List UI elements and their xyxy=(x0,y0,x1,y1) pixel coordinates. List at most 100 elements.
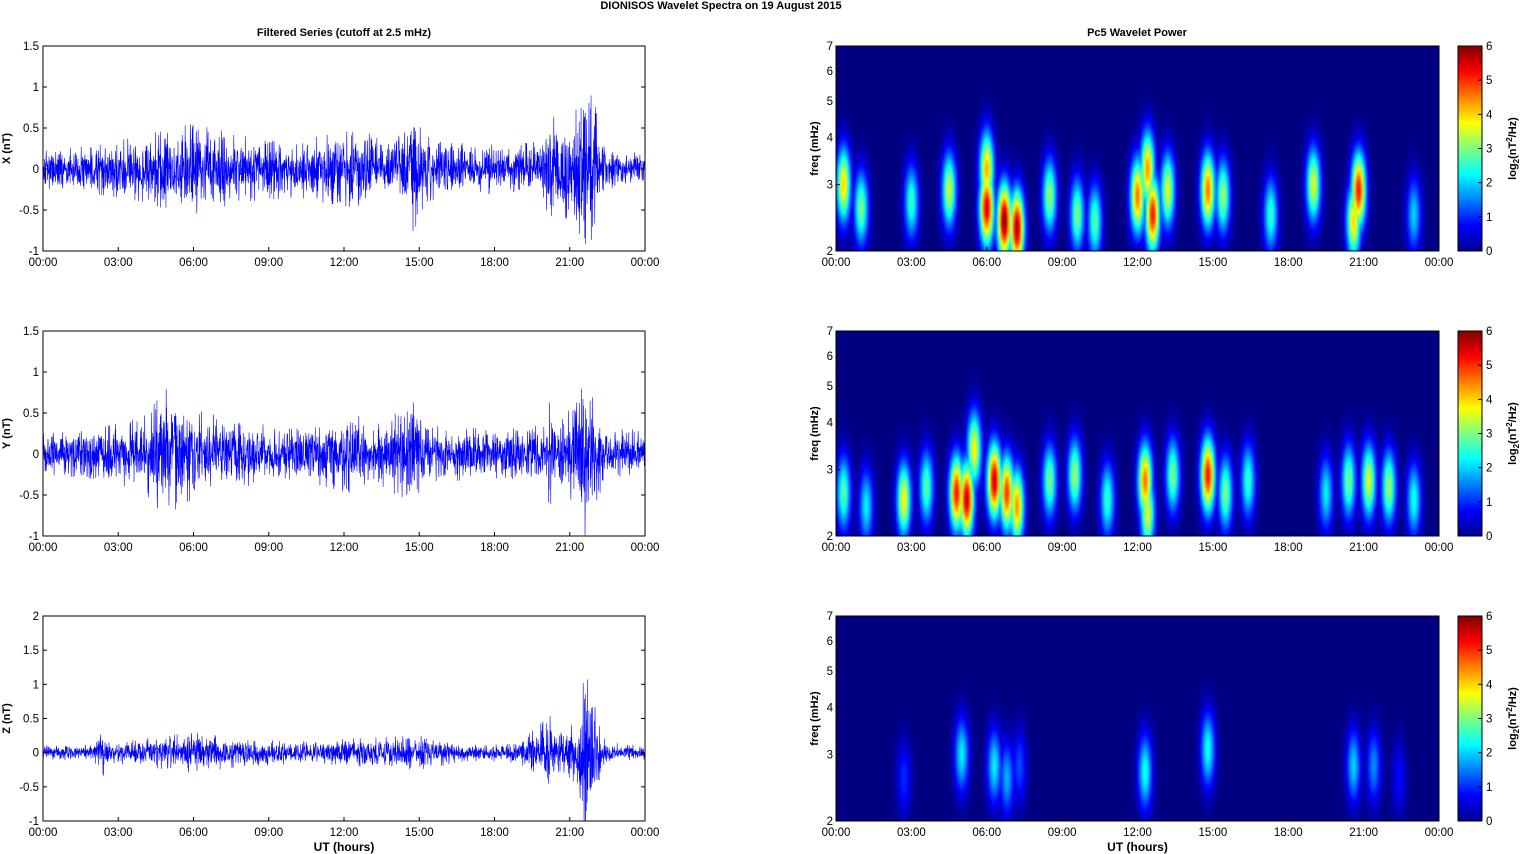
colorbar-tick-label: 6 xyxy=(1486,326,1492,338)
colorbar-tick-label: 1 xyxy=(1486,782,1492,794)
colorbar-tick-label: 6 xyxy=(1486,41,1492,53)
y-tick-label: 5 xyxy=(827,666,833,678)
y-tick-label: 0 xyxy=(33,449,39,461)
y-axis-label: freq (mHz) xyxy=(809,406,821,461)
x-axis-label: UT (hours) xyxy=(1107,840,1168,854)
y-tick-label: 6 xyxy=(827,636,833,648)
x-tick-label: 00:00 xyxy=(822,827,851,839)
colorbar-label: log2(nT2/Hz) xyxy=(1505,687,1521,750)
wavelet-power-image xyxy=(836,616,1439,821)
x-tick-label: 00:00 xyxy=(29,257,58,269)
x-tick-label: 12:00 xyxy=(330,542,359,554)
y-axis-label: freq (mHz) xyxy=(809,121,821,176)
series-panel-y: -1 -0.5 0 0.5 1 1.5 Y (nT) 00:00 03:00 06:00 09:00… xyxy=(1,326,659,554)
colorbar-label-part: 2 xyxy=(1505,707,1514,712)
y-tick-label: -0.5 xyxy=(19,205,39,217)
x-tick-label: 18:00 xyxy=(480,827,509,839)
y-tick-label: 1 xyxy=(33,679,39,691)
y-tick-label: 4 xyxy=(827,703,834,715)
x-tick-label: 15:00 xyxy=(405,257,434,269)
y-tick-label: 2 xyxy=(827,531,833,543)
y-tick-label: 3 xyxy=(827,750,833,762)
colorbar-label-part: (nT xyxy=(1507,142,1519,159)
y-tick-label: 6 xyxy=(827,66,833,78)
x-tick-label: 18:00 xyxy=(480,257,509,269)
x-tick-label: 00:00 xyxy=(29,827,58,839)
x-tick-label: 18:00 xyxy=(1274,827,1303,839)
series-panel-x: -1 -0.5 0 0.5 1 1.5 X (nT) 00:00 03:00 06:00 09:00… xyxy=(1,41,659,269)
x-tick-label: 12:00 xyxy=(1123,542,1152,554)
y-tick-label: 0.5 xyxy=(23,408,39,420)
x-tick-label: 21:00 xyxy=(555,257,584,269)
colorbar-label-part: /Hz) xyxy=(1507,402,1519,423)
x-tick-label: 00:00 xyxy=(1425,257,1454,269)
x-tick-label: 09:00 xyxy=(254,257,283,269)
x-tick-label: 09:00 xyxy=(1048,827,1077,839)
x-tick-label: 21:00 xyxy=(1349,827,1378,839)
x-tick-label: 21:00 xyxy=(555,827,584,839)
colorbar-tick-label: 1 xyxy=(1486,212,1492,224)
x-tick-label: 03:00 xyxy=(104,542,133,554)
x-tick-label: 09:00 xyxy=(1048,542,1077,554)
colorbar-tick-label: 2 xyxy=(1486,748,1492,760)
x-tick-label: 12:00 xyxy=(330,827,359,839)
x-tick-label: 06:00 xyxy=(179,827,208,839)
x-tick-label: 15:00 xyxy=(405,827,434,839)
x-tick-label: 09:00 xyxy=(254,542,283,554)
colorbar-tick-label: 5 xyxy=(1486,645,1492,657)
colorbar-label: log2(nT2/Hz) xyxy=(1505,117,1521,180)
colorbar-tick-label: 4 xyxy=(1486,679,1493,691)
right-column-title: Pc5 Wavelet Power xyxy=(1087,27,1188,39)
colorbar-tick-label: 5 xyxy=(1486,360,1492,372)
colorbar-label-part: (nT xyxy=(1507,427,1519,444)
colorbar-tick-label: 0 xyxy=(1486,246,1492,258)
x-tick-label: 03:00 xyxy=(104,257,133,269)
x-tick-label: 00:00 xyxy=(1425,542,1454,554)
colorbar-label-part: 2 xyxy=(1512,728,1521,733)
x-tick-label: 21:00 xyxy=(555,542,584,554)
colorbar-tick-label: 4 xyxy=(1486,109,1493,121)
y-tick-label: 2 xyxy=(33,611,39,623)
y-tick-label: 7 xyxy=(827,41,833,53)
colorbar-label-part: log xyxy=(1507,448,1519,465)
x-tick-label: 15:00 xyxy=(405,542,434,554)
x-tick-label: 03:00 xyxy=(897,542,926,554)
y-tick-label: 1.5 xyxy=(23,326,39,338)
x-tick-label: 18:00 xyxy=(1274,257,1303,269)
colorbar-tick-label: 1 xyxy=(1486,497,1492,509)
y-axis-label: Z (nT) xyxy=(1,703,13,734)
colorbar-tick-label: 6 xyxy=(1486,611,1492,623)
y-tick-label: 5 xyxy=(827,96,833,108)
colorbar-label: log2(nT2/Hz) xyxy=(1505,402,1521,465)
colorbar-label-part: /Hz) xyxy=(1507,687,1519,708)
y-tick-label: 0 xyxy=(33,164,39,176)
y-tick-label: 7 xyxy=(827,326,833,338)
series-line xyxy=(43,679,645,821)
colorbar-tick-label: 2 xyxy=(1486,463,1492,475)
colorbar-tick-label: 3 xyxy=(1486,429,1492,441)
series-line xyxy=(43,388,645,536)
x-tick-label: 00:00 xyxy=(822,542,851,554)
y-axis-label: X (nT) xyxy=(1,133,13,164)
x-tick-label: 00:00 xyxy=(822,257,851,269)
y-tick-label: 4 xyxy=(827,418,834,430)
y-tick-label: 7 xyxy=(827,611,833,623)
y-tick-label: 4 xyxy=(827,133,834,145)
y-tick-label: 6 xyxy=(827,351,833,363)
y-tick-label: 1 xyxy=(33,82,39,94)
axes-box xyxy=(42,615,646,822)
colorbar-label-part: log xyxy=(1507,163,1519,180)
y-tick-label: 3 xyxy=(827,180,833,192)
x-tick-label: 00:00 xyxy=(29,542,58,554)
colorbar-label-part: 2 xyxy=(1512,158,1521,163)
y-axis-label: freq (mHz) xyxy=(809,691,821,746)
x-tick-label: 21:00 xyxy=(1349,542,1378,554)
x-axis-label: UT (hours) xyxy=(314,840,375,854)
panels: -1 -0.5 0 0.5 1 1.5 X (nT) 00:00 03:00 06:00 09:00… xyxy=(1,41,1521,854)
colorbar-tick-label: 0 xyxy=(1486,816,1492,828)
x-tick-label: 03:00 xyxy=(897,257,926,269)
colorbar-label-part: 2 xyxy=(1505,137,1514,142)
y-tick-label: 0.5 xyxy=(23,714,39,726)
colorbar-label-part: 2 xyxy=(1505,422,1514,427)
